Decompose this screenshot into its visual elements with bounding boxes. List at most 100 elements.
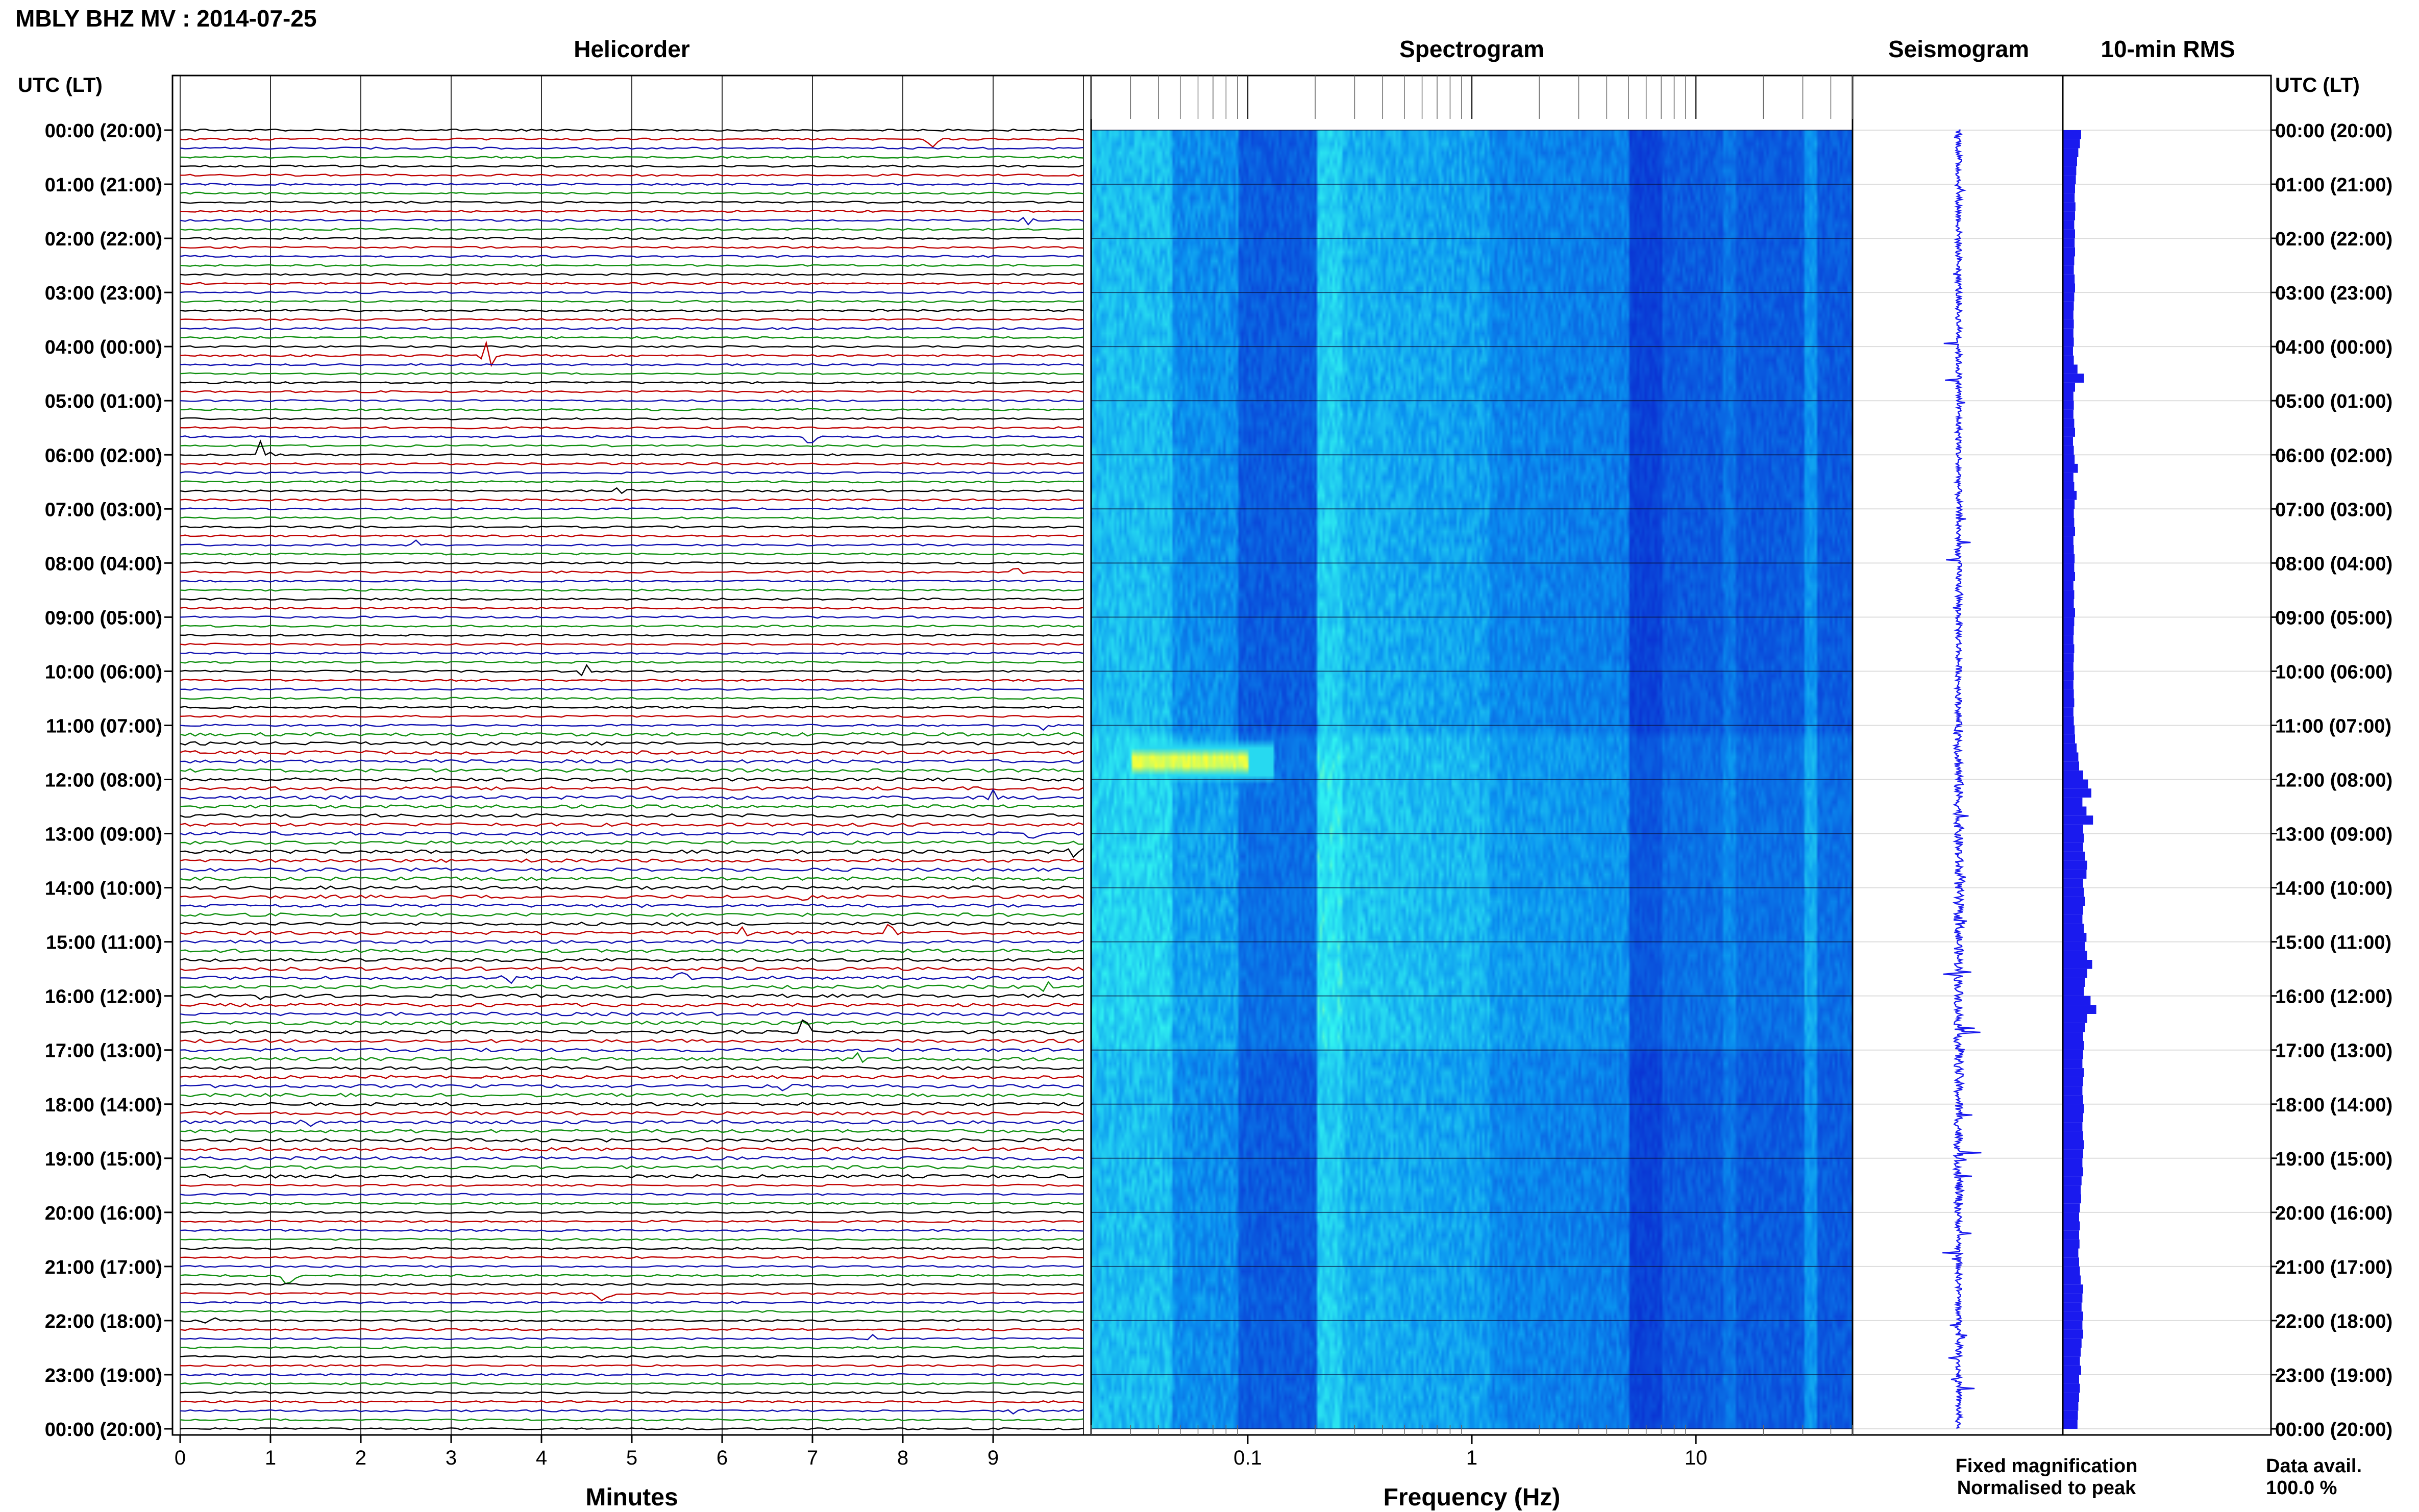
helicorder-trace [180, 498, 1084, 502]
helicorder-trace [180, 606, 1084, 610]
rms-bar [2063, 436, 2073, 446]
freq-tick-label: 10 [1685, 1447, 1708, 1469]
helicorder-trace [180, 813, 1084, 818]
minutes-axis: 0 1 2 3 4 5 6 7 8 9 [175, 1435, 999, 1469]
helicorder-trace [180, 994, 1084, 1000]
helicorder-trace [180, 1002, 1084, 1007]
helicorder-trace [180, 768, 1084, 773]
time-label-left: 03:00 (23:00) [45, 283, 162, 304]
time-label-left: 20:00 (16:00) [45, 1203, 162, 1224]
helicorder-trace [180, 1129, 1084, 1134]
helicorder-trace [180, 679, 1084, 682]
rms-bar [2063, 599, 2074, 608]
time-label-right: 07:00 (03:00) [2275, 499, 2392, 520]
rms-bar [2063, 734, 2075, 743]
rms-bar [2063, 1375, 2079, 1384]
helicorder-trace [180, 1391, 1084, 1395]
rms-bar [2063, 671, 2074, 681]
helicorder-trace [180, 840, 1084, 845]
helicorder-trace [180, 426, 1084, 430]
helicorder-trace [180, 128, 1084, 132]
helicorder-panel [180, 76, 1084, 1435]
time-label-right: 23:00 (19:00) [2275, 1365, 2392, 1386]
helicorder-trace [180, 435, 1084, 443]
helicorder-trace [180, 1333, 1084, 1341]
helicorder-trace [180, 1292, 1084, 1302]
time-label-left: 05:00 (01:00) [45, 391, 162, 412]
rms-title: 10-min RMS [2101, 36, 2235, 62]
helicorder-trace [180, 1220, 1084, 1223]
helicorder-trace [180, 1400, 1084, 1404]
helicorder-trace [180, 1317, 1084, 1324]
helicorder-trace [180, 272, 1084, 276]
minute-tick-label: 5 [626, 1447, 637, 1469]
helicorder-trace [180, 1110, 1084, 1116]
helicorder-trace [180, 957, 1084, 962]
rms-bar [2063, 1329, 2083, 1339]
rms-bar [2063, 662, 2074, 672]
helicorder-trace [180, 309, 1084, 312]
helicorder-trace [180, 1147, 1084, 1152]
rms-bar [2063, 527, 2075, 536]
time-label-right: 22:00 (18:00) [2275, 1311, 2392, 1332]
data-availability-label: Data avail. [2266, 1455, 2362, 1477]
rms-bar [2063, 960, 2092, 969]
time-label-right: 21:00 (17:00) [2275, 1257, 2392, 1278]
helicorder-trace [180, 1247, 1084, 1250]
helicorder-trace [180, 1174, 1084, 1179]
rms-bar [2063, 328, 2074, 338]
helicorder-trace [180, 201, 1084, 204]
helicorder-trace [180, 876, 1084, 881]
rms-bar [2063, 428, 2075, 437]
helicorder-trace [180, 1310, 1084, 1313]
utc-header-right: UTC (LT) [2275, 74, 2360, 96]
rms-bar [2063, 1149, 2083, 1158]
helicorder-trace [180, 848, 1084, 858]
helicorder-trace [180, 706, 1084, 709]
rms-bar [2063, 482, 2075, 491]
rms-bar [2063, 1185, 2081, 1195]
time-label-right: 00:00 (20:00) [2275, 1419, 2392, 1441]
helicorder-trace [180, 981, 1084, 993]
data-availability-value: 100.0 % [2266, 1477, 2337, 1499]
rms-bar [2063, 1320, 2083, 1330]
minutes-axis-label: Minutes [585, 1484, 678, 1511]
rms-bar [2063, 1420, 2078, 1429]
utc-header-left: UTC (LT) [18, 74, 103, 96]
rms-bar [2063, 698, 2075, 708]
helicorder-trace [180, 966, 1084, 972]
rms-bar [2063, 951, 2087, 960]
rms-bar [2063, 1104, 2084, 1113]
helicorder-trace [180, 471, 1084, 475]
minute-tick-label: 2 [355, 1447, 366, 1469]
rms-bar [2063, 1356, 2080, 1366]
helicorder-trace [180, 732, 1084, 737]
rms-bar [2063, 455, 2075, 464]
rms-panel [2063, 130, 2271, 1429]
helicorder-trace [180, 1156, 1084, 1161]
rms-bar [2063, 626, 2074, 635]
time-label-left: 22:00 (18:00) [45, 1311, 162, 1332]
helicorder-trace [180, 1093, 1084, 1098]
time-label-left: 12:00 (08:00) [45, 770, 162, 791]
minute-tick-label: 0 [175, 1447, 186, 1469]
helicorder-trace [180, 1274, 1084, 1284]
rms-bar [2063, 148, 2079, 157]
rms-bar [2063, 1113, 2083, 1123]
helicorder-trace [180, 507, 1084, 511]
rms-bar [2063, 238, 2075, 247]
time-label-right: 10:00 (06:00) [2275, 661, 2392, 683]
time-label-right: 15:00 (11:00) [2275, 932, 2391, 954]
minute-tick-label: 9 [988, 1447, 999, 1469]
helicorder-trace [180, 1102, 1084, 1107]
helicorder-trace [180, 137, 1084, 148]
helicorder-trace [180, 1038, 1084, 1044]
rms-bar [2063, 933, 2087, 942]
rms-bar [2063, 1366, 2081, 1375]
helicorder-trace [180, 534, 1084, 538]
helicorder-trace [180, 399, 1084, 403]
helicorder-trace [180, 1373, 1084, 1377]
time-label-left: 08:00 (04:00) [45, 553, 162, 575]
helicorder-trace [180, 345, 1084, 349]
helicorder-trace [180, 462, 1084, 465]
